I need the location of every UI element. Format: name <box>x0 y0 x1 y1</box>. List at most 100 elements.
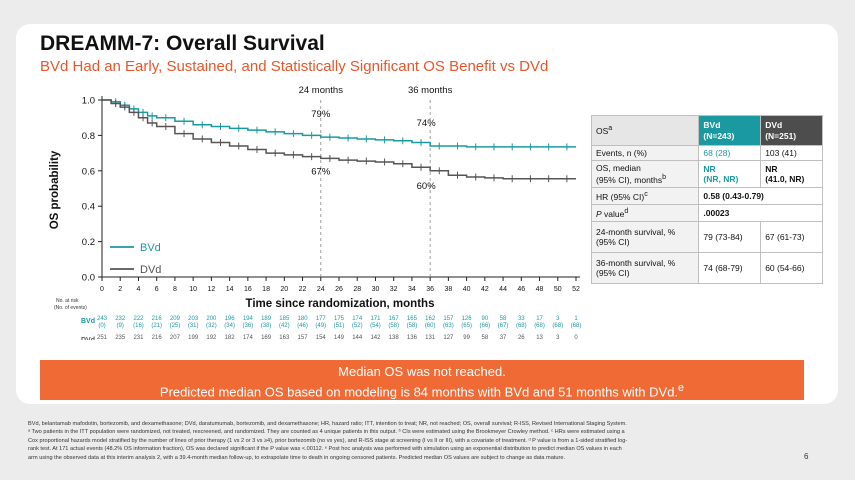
risk-at-risk-value: 0 <box>574 335 578 340</box>
x-tick-label: 50 <box>554 286 562 293</box>
risk-at-risk-value: 37 <box>500 335 507 340</box>
risk-at-risk-value: 157 <box>298 335 309 340</box>
risk-at-risk-value: 199 <box>188 335 199 340</box>
risk-at-risk-value: 175 <box>334 316 345 322</box>
risk-event-value: (21) <box>151 323 162 329</box>
x-tick-label: 26 <box>335 286 343 293</box>
y-tick-label: 0.2 <box>82 237 95 248</box>
risk-event-value: (0) <box>98 323 105 329</box>
landmark-value-label: 67% <box>311 166 331 177</box>
risk-at-risk-value: 171 <box>370 316 381 322</box>
risk-at-risk-value: 169 <box>261 335 272 340</box>
risk-at-risk-value: 203 <box>188 316 199 322</box>
risk-at-risk-value: 174 <box>243 335 254 340</box>
risk-at-risk-value: 33 <box>518 316 525 322</box>
risk-event-value: (51) <box>334 323 345 329</box>
risk-at-risk-value: 3 <box>556 335 560 340</box>
x-tick-label: 28 <box>353 286 361 293</box>
risk-event-value: (68) <box>534 323 545 329</box>
risk-at-risk-value: 126 <box>462 316 473 322</box>
table-row: 36-month survival, % (95% CI) 74 (68-79) … <box>590 252 823 285</box>
risk-at-risk-value: 235 <box>115 335 126 340</box>
x-tick-label: 14 <box>226 286 234 293</box>
x-tick-label: 6 <box>155 286 159 293</box>
risk-event-value: (58) <box>388 323 399 329</box>
risk-at-risk-value: 196 <box>225 316 236 322</box>
risk-at-risk-value: 207 <box>170 335 181 340</box>
risk-at-risk-value: 90 <box>482 316 489 322</box>
series-line-dvd <box>102 99 576 180</box>
risk-at-risk-value: 177 <box>316 316 327 322</box>
risk-event-value: (63) <box>443 323 454 329</box>
risk-event-value: (67) <box>498 323 509 329</box>
risk-at-risk-value: 17 <box>536 316 543 322</box>
risk-at-risk-value: 251 <box>97 335 108 340</box>
risk-at-risk-value: 182 <box>225 335 236 340</box>
x-tick-label: 16 <box>244 286 252 293</box>
table-row: OS, median (95% CI), monthsb NR (NR, NR) N… <box>590 160 823 189</box>
risk-at-risk-value: 194 <box>243 316 254 322</box>
risk-at-risk-value: 3 <box>556 316 560 322</box>
table-row: HR (95% CI)c 0.58 (0.43-0.79) <box>590 187 823 206</box>
risk-at-risk-value: 200 <box>206 316 217 322</box>
legend-label-bvd: BVd <box>140 242 161 254</box>
x-tick-label: 44 <box>499 286 507 293</box>
x-axis-label: Time since randomization, months <box>246 298 435 310</box>
km-chart: 0.00.20.40.60.81.00 2 4 6 8 10 12 14 16 18 20 22 24 2… <box>49 85 581 340</box>
x-tick-label: 30 <box>372 286 380 293</box>
landmark-value-label: 79% <box>311 109 331 120</box>
x-tick-label: 0 <box>100 286 104 293</box>
risk-row-label: BVd <box>81 318 95 325</box>
risk-event-value: (58) <box>407 323 418 329</box>
x-tick-label: 40 <box>463 286 471 293</box>
risk-at-risk-value: 154 <box>316 335 327 340</box>
x-tick-label: 32 <box>390 286 398 293</box>
x-tick-label: 48 <box>536 286 544 293</box>
risk-at-risk-value: 243 <box>97 316 108 322</box>
risk-event-value: (34) <box>224 323 235 329</box>
risk-event-value: (68) <box>552 323 563 329</box>
risk-at-risk-value: 157 <box>443 316 454 322</box>
page-title: DREAMM-7: Overall Survival <box>40 32 325 55</box>
table-header-label: OSa <box>590 115 700 146</box>
x-tick-label: 34 <box>408 286 416 293</box>
footnotes: BVd, belantamab mafodotin, bortezomib, a… <box>28 421 628 461</box>
x-tick-label: 36 <box>426 286 434 293</box>
risk-at-risk-value: 131 <box>425 335 436 340</box>
os-summary-table: OSa BVd (N=243) DVd (N=251) Events, n (%) … <box>590 115 823 285</box>
risk-event-value: (49) <box>315 323 326 329</box>
x-tick-label: 10 <box>189 286 197 293</box>
key-finding-banner: Median OS was not reached. Predicted med… <box>40 360 804 400</box>
x-tick-label: 46 <box>517 286 525 293</box>
y-tick-label: 0.4 <box>82 202 95 213</box>
risk-at-risk-value: 174 <box>352 316 363 322</box>
y-tick-label: 0.0 <box>82 273 95 284</box>
x-tick-label: 20 <box>280 286 288 293</box>
landmark-value-label: 74% <box>417 118 437 129</box>
series-line-bvd <box>102 99 576 148</box>
risk-at-risk-value: 58 <box>482 335 489 340</box>
table-row: P valued .00023 <box>590 204 823 223</box>
risk-at-risk-value: 189 <box>261 316 272 322</box>
risk-event-value: (46) <box>297 323 308 329</box>
risk-at-risk-value: 142 <box>370 335 381 340</box>
table-row: Events, n (%) 68 (28) 103 (41) <box>590 144 823 162</box>
risk-row-label: DVd <box>81 337 95 340</box>
risk-at-risk-value: 185 <box>279 316 290 322</box>
x-tick-label: 38 <box>444 286 452 293</box>
risk-event-value: (52) <box>352 323 363 329</box>
risk-at-risk-value: 149 <box>334 335 345 340</box>
risk-event-value: (16) <box>133 323 144 329</box>
risk-event-value: (54) <box>370 323 381 329</box>
landmark-label: 24 months <box>299 85 344 96</box>
y-tick-label: 1.0 <box>82 96 95 107</box>
x-tick-label: 22 <box>299 286 307 293</box>
page-number: 6 <box>804 452 809 461</box>
risk-event-value: (65) <box>461 323 472 329</box>
risk-at-risk-value: 1 <box>574 316 578 322</box>
legend-label-dvd: DVd <box>140 264 161 276</box>
table-header-bvd: BVd (N=243) <box>698 115 762 146</box>
risk-at-risk-value: 209 <box>170 316 181 322</box>
risk-at-risk-value: 167 <box>389 316 400 322</box>
risk-table-header: No. at risk <box>56 298 79 304</box>
